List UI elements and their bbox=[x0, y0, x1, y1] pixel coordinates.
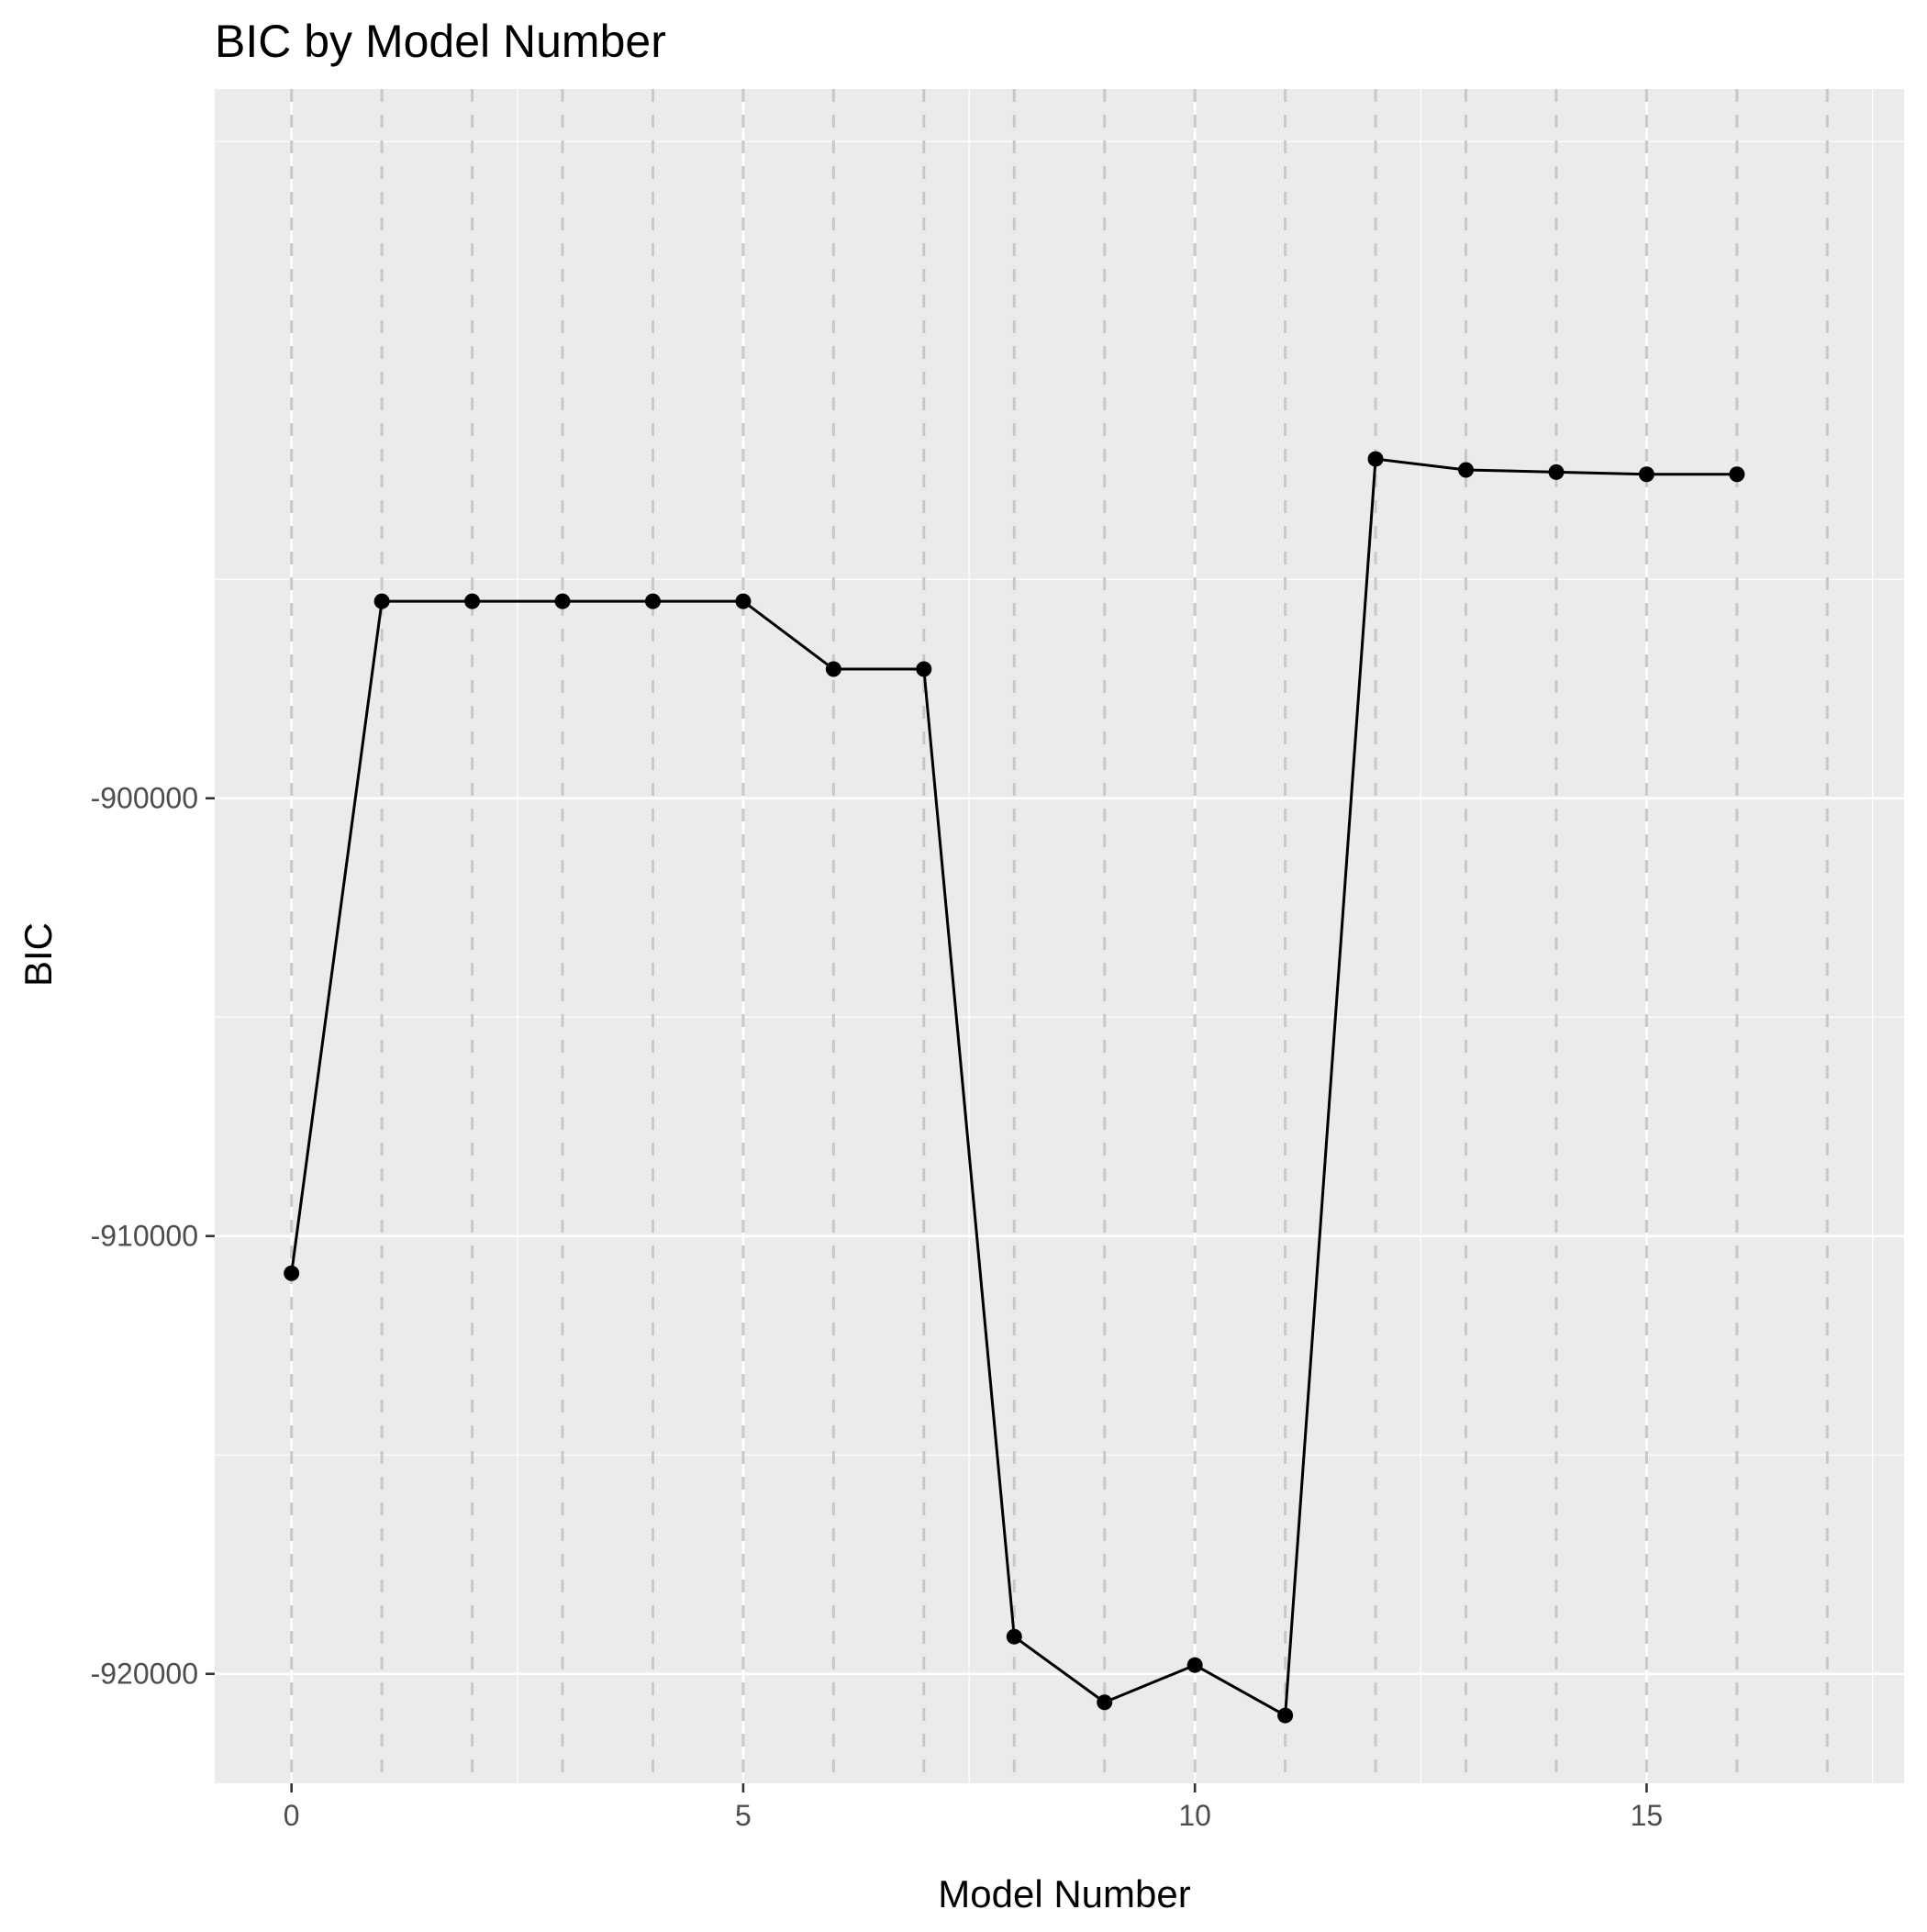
grid-minor bbox=[215, 89, 1904, 1783]
y-tick-label: -900000 bbox=[91, 782, 198, 815]
data-point bbox=[916, 661, 932, 677]
grid-major bbox=[215, 89, 1904, 1783]
x-tick-label: 0 bbox=[284, 1799, 300, 1832]
data-point bbox=[644, 593, 661, 609]
data-point bbox=[1548, 463, 1565, 480]
data-point bbox=[284, 1265, 300, 1281]
data-point bbox=[1006, 1628, 1022, 1645]
data-point bbox=[1638, 466, 1654, 483]
axis-ticks: 0 5 10 15 -900000 -910000 -920000 bbox=[91, 782, 1664, 1832]
data-point bbox=[735, 593, 752, 609]
data-point bbox=[1458, 462, 1475, 478]
chart-title: BIC by Model Number bbox=[215, 16, 666, 67]
data-point bbox=[373, 593, 390, 609]
x-tick-label: 10 bbox=[1178, 1799, 1211, 1832]
y-tick-label: -920000 bbox=[91, 1658, 198, 1691]
y-tick-label: -910000 bbox=[91, 1220, 198, 1253]
x-tick-label: 15 bbox=[1631, 1799, 1664, 1832]
data-point bbox=[1277, 1707, 1294, 1724]
data-point bbox=[1367, 451, 1384, 467]
data-point bbox=[1186, 1657, 1203, 1673]
x-tick-label: 5 bbox=[735, 1799, 752, 1832]
data-point bbox=[1729, 466, 1745, 483]
plot-panel bbox=[215, 89, 1904, 1783]
data-point bbox=[825, 661, 841, 677]
data-point bbox=[464, 593, 481, 609]
x-axis-title: Model Number bbox=[938, 1872, 1190, 1915]
data-point bbox=[554, 593, 571, 609]
series-group bbox=[284, 451, 1745, 1724]
data-point bbox=[1097, 1694, 1113, 1711]
y-axis-title: BIC bbox=[17, 922, 60, 987]
